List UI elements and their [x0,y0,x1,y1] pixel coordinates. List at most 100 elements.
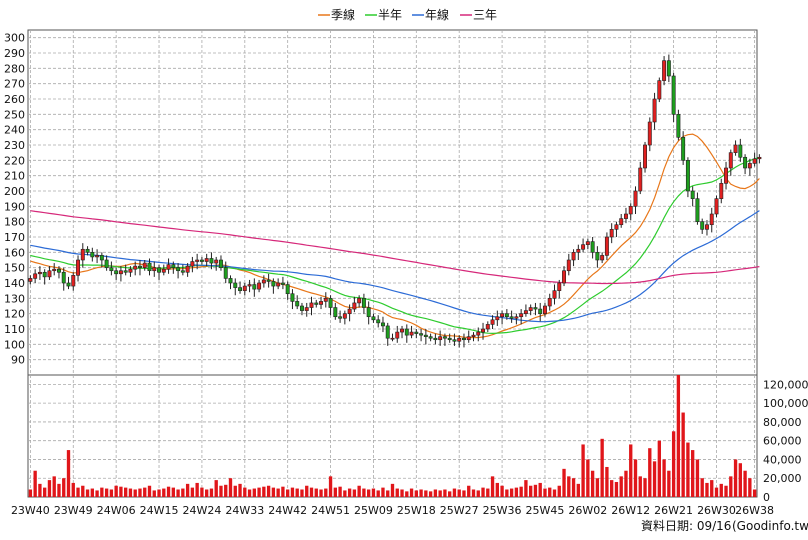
volume-tick-label: 60,000 [763,435,802,448]
candle-body [614,224,619,230]
volume-bar [147,485,152,497]
candle-body [328,298,333,308]
volume-bar [633,459,638,497]
candle-body [428,336,433,339]
candle-body [266,279,271,282]
candle-body [604,236,609,256]
volume-bar [314,488,318,497]
candle-body [52,268,57,272]
price-tick-label: 110 [4,323,25,336]
volume-bar [476,490,480,497]
candle-body [509,316,514,319]
candle-body [700,221,705,230]
candle-body [681,137,686,161]
volume-bar [33,470,37,497]
candle-body [71,275,76,287]
volume-bar [62,478,66,497]
candle-body [481,328,485,333]
volume-bar [614,481,619,497]
candle-body [114,270,119,275]
volume-bar [247,489,252,497]
candle-body [385,325,390,339]
volume-bar [109,489,114,497]
volume-bar [57,483,61,497]
candle-body [319,301,323,305]
candle-body [90,252,95,258]
candle-body [166,264,171,270]
candle-body [628,206,633,215]
candle-body [666,60,671,77]
candle-body [28,278,33,282]
candle-body [338,316,343,319]
candle-body [33,273,38,279]
candle-body [395,331,400,339]
time-tick-label: 24W15 [140,504,179,517]
volume-bar [724,485,728,497]
volume-bar [28,489,33,497]
candle-body [523,310,528,314]
candle-body [743,156,748,169]
candle-body [133,265,138,270]
candle-body [290,293,295,302]
volume-bar [133,489,137,497]
volume-tick-label: 20,000 [763,472,802,485]
candle-body [442,336,447,339]
candle-body [371,316,376,321]
volume-bar [138,488,142,497]
candle-body [352,302,357,310]
candle-body [733,144,738,153]
candle-body [147,262,152,272]
candle-body [495,316,500,321]
volume-bar [214,480,218,497]
volume-bar [352,489,357,497]
candle-body [543,305,547,314]
time-tick-label: 25W27 [440,504,479,517]
volume-bar [362,488,366,497]
time-tick-label: 24W42 [268,504,307,517]
volume-bar [233,485,237,497]
volume-bar [176,489,180,497]
volume-bar [533,484,538,497]
volume-bar [695,459,700,497]
candle-body [576,248,581,253]
candle-body [47,270,52,278]
volume-bar [295,488,299,497]
candle-body [552,290,557,299]
price-tick-label: 190 [4,200,25,213]
candle-body [438,336,443,341]
candle-body [752,158,757,164]
candle-body [252,284,257,290]
candle-body [400,328,404,333]
price-tick-label: 250 [4,108,25,121]
candle-body [276,282,281,287]
volume-bar [66,450,71,497]
price-tick-label: 210 [4,170,25,183]
candle-body [123,270,128,273]
volume-bar [433,489,438,497]
volume-bar [262,486,266,497]
candle-body [95,255,100,258]
candle-body [471,334,476,337]
volume-bar [95,490,99,497]
volume-bar [486,488,490,497]
volume-bar [543,488,547,497]
volume-bar [505,489,509,497]
candle-body [314,302,319,305]
candle-body [176,267,181,272]
volume-bar [281,486,285,497]
volume-bar [671,431,676,497]
candle-body [185,265,190,273]
candle-body [157,267,161,273]
volume-bar [328,476,333,497]
candle-body [304,307,309,311]
candle-body [233,282,238,288]
volume-bar [266,485,271,497]
volume-bar [243,487,247,497]
time-tick-label: 26W12 [611,504,650,517]
candle-body [142,262,147,268]
candle-body [652,98,657,123]
candle-body [600,255,605,261]
candle-body [409,331,414,336]
candle-body [285,284,290,295]
volume-bar [200,487,204,497]
